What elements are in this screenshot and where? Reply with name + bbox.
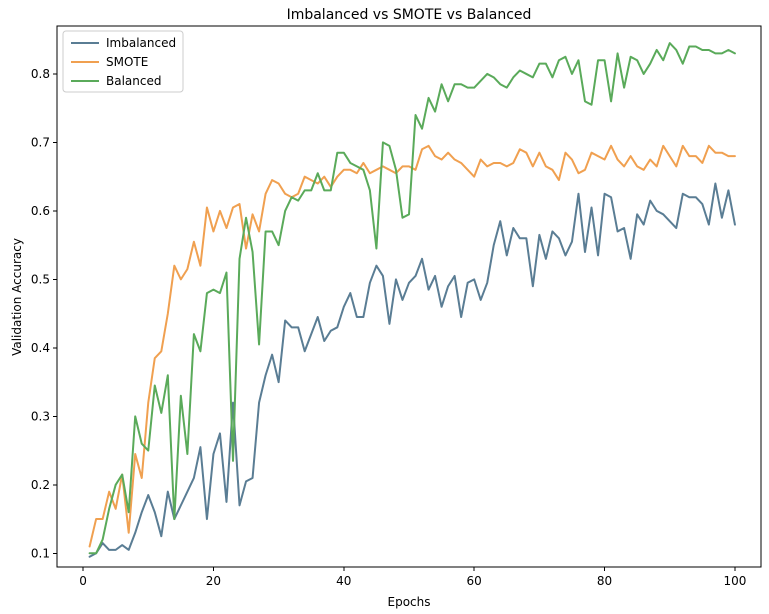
x-axis-title: Epochs	[388, 595, 431, 609]
y-tick-label: 0.6	[31, 204, 50, 218]
x-tick-label: 80	[597, 574, 612, 588]
y-tick-label: 0.3	[31, 409, 50, 423]
y-tick-label: 0.4	[31, 341, 50, 355]
legend-label-smote: SMOTE	[106, 55, 148, 69]
x-tick-label: 40	[336, 574, 351, 588]
series-line-balanced	[88, 42, 736, 555]
series-line-imbalanced	[88, 182, 736, 558]
y-tick-label: 0.2	[31, 478, 50, 492]
y-tick-label: 0.1	[31, 546, 50, 560]
x-tick-label: 100	[723, 574, 746, 588]
x-axis: 0 20 40 60 80 100	[79, 567, 746, 588]
x-tick-label: 60	[467, 574, 482, 588]
x-tick-label: 20	[206, 574, 221, 588]
y-axis: 0.1 0.2 0.3 0.4 0.5 0.6 0.7 0.8	[31, 67, 57, 560]
legend-box	[62, 30, 184, 93]
plot-area	[88, 42, 736, 558]
x-tick-label: 0	[79, 574, 87, 588]
legend: Imbalanced SMOTE Balanced	[62, 30, 184, 93]
y-tick-label: 0.5	[31, 272, 50, 286]
series-line-smote	[88, 144, 736, 548]
y-axis-title: Validation Accuracy	[10, 238, 24, 356]
chart-title: Imbalanced vs SMOTE vs Balanced	[287, 7, 532, 23]
plot-frame	[56, 25, 762, 568]
y-tick-label: 0.7	[31, 135, 50, 149]
legend-label-balanced: Balanced	[106, 74, 161, 88]
y-tick-label: 0.8	[31, 67, 50, 81]
legend-label-imbalanced: Imbalanced	[106, 36, 176, 50]
